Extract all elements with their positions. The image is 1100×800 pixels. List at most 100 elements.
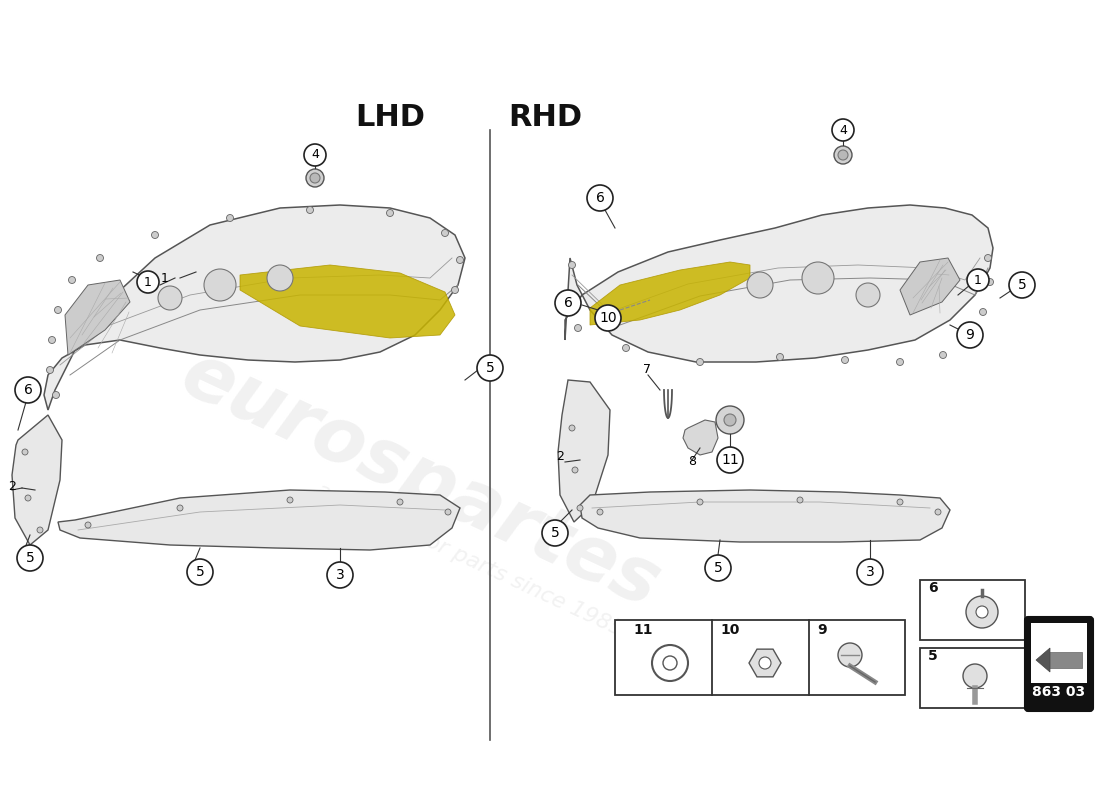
Text: 2: 2	[556, 450, 564, 463]
Circle shape	[578, 505, 583, 511]
Circle shape	[832, 119, 854, 141]
Text: a passion for parts since 1985: a passion for parts since 1985	[314, 480, 627, 640]
Circle shape	[896, 499, 903, 505]
Circle shape	[22, 449, 28, 455]
Text: 4: 4	[311, 149, 319, 162]
Circle shape	[138, 271, 160, 293]
Text: 5: 5	[551, 526, 560, 540]
Text: 6: 6	[563, 296, 572, 310]
Text: 2: 2	[8, 480, 15, 493]
Circle shape	[25, 495, 31, 501]
Circle shape	[307, 206, 314, 214]
Circle shape	[456, 257, 463, 263]
Circle shape	[777, 354, 783, 361]
Circle shape	[834, 146, 852, 164]
Circle shape	[569, 262, 575, 269]
Polygon shape	[580, 490, 950, 542]
FancyBboxPatch shape	[1031, 623, 1087, 683]
Circle shape	[747, 272, 773, 298]
Circle shape	[327, 562, 353, 588]
Polygon shape	[683, 420, 718, 455]
Polygon shape	[1036, 648, 1050, 672]
Circle shape	[962, 664, 987, 688]
Text: 6: 6	[928, 581, 937, 595]
Circle shape	[97, 254, 103, 262]
Text: 3: 3	[336, 568, 344, 582]
Circle shape	[984, 254, 991, 262]
Text: 3: 3	[866, 565, 874, 579]
Circle shape	[587, 185, 613, 211]
Polygon shape	[240, 265, 455, 338]
Text: 5: 5	[714, 561, 723, 575]
Polygon shape	[749, 649, 781, 677]
Circle shape	[759, 657, 771, 669]
Circle shape	[287, 497, 293, 503]
Circle shape	[563, 291, 571, 298]
Circle shape	[446, 509, 451, 515]
Circle shape	[967, 269, 989, 291]
Polygon shape	[44, 205, 465, 410]
Circle shape	[477, 355, 503, 381]
Circle shape	[304, 144, 326, 166]
Text: 8: 8	[688, 455, 696, 468]
Polygon shape	[590, 262, 750, 325]
Circle shape	[556, 290, 581, 316]
Circle shape	[896, 358, 903, 366]
Circle shape	[177, 505, 183, 511]
Circle shape	[595, 305, 621, 331]
Text: RHD: RHD	[508, 103, 582, 133]
Circle shape	[966, 596, 998, 628]
Text: 10: 10	[720, 623, 739, 637]
Text: 6: 6	[595, 191, 604, 205]
Circle shape	[451, 286, 459, 294]
Text: 4: 4	[839, 123, 847, 137]
Circle shape	[597, 509, 603, 515]
Text: 5: 5	[928, 649, 937, 663]
Text: 10: 10	[600, 311, 617, 325]
Circle shape	[705, 555, 732, 581]
Circle shape	[152, 231, 158, 238]
Polygon shape	[565, 205, 993, 362]
Text: 11: 11	[632, 623, 652, 637]
Polygon shape	[1048, 652, 1082, 668]
Polygon shape	[65, 280, 130, 355]
Circle shape	[386, 210, 394, 217]
Circle shape	[856, 283, 880, 307]
Text: 7: 7	[644, 363, 651, 376]
Polygon shape	[900, 258, 960, 315]
Polygon shape	[12, 415, 62, 545]
Circle shape	[68, 277, 76, 283]
Circle shape	[965, 334, 971, 342]
FancyBboxPatch shape	[1025, 617, 1093, 711]
Circle shape	[623, 345, 629, 351]
Polygon shape	[58, 490, 460, 550]
FancyBboxPatch shape	[920, 648, 1025, 708]
Circle shape	[397, 499, 403, 505]
Circle shape	[857, 559, 883, 585]
Circle shape	[572, 467, 578, 473]
Circle shape	[227, 214, 233, 222]
Circle shape	[310, 173, 320, 183]
Text: 9: 9	[966, 328, 975, 342]
Circle shape	[542, 520, 568, 546]
Circle shape	[441, 230, 449, 237]
Text: 6: 6	[23, 383, 32, 397]
Text: 1: 1	[144, 275, 152, 289]
Circle shape	[306, 169, 324, 187]
Circle shape	[939, 351, 946, 358]
Circle shape	[158, 286, 182, 310]
Circle shape	[1009, 272, 1035, 298]
Circle shape	[187, 559, 213, 585]
Circle shape	[838, 643, 862, 667]
Circle shape	[957, 322, 983, 348]
Circle shape	[802, 262, 834, 294]
Text: 11: 11	[722, 453, 739, 467]
Text: 863 03: 863 03	[1033, 685, 1086, 699]
Circle shape	[935, 509, 940, 515]
Text: eurospartes: eurospartes	[169, 337, 671, 623]
Circle shape	[48, 337, 55, 343]
Circle shape	[697, 499, 703, 505]
Text: 5: 5	[25, 551, 34, 565]
Circle shape	[798, 497, 803, 503]
Circle shape	[987, 278, 993, 286]
